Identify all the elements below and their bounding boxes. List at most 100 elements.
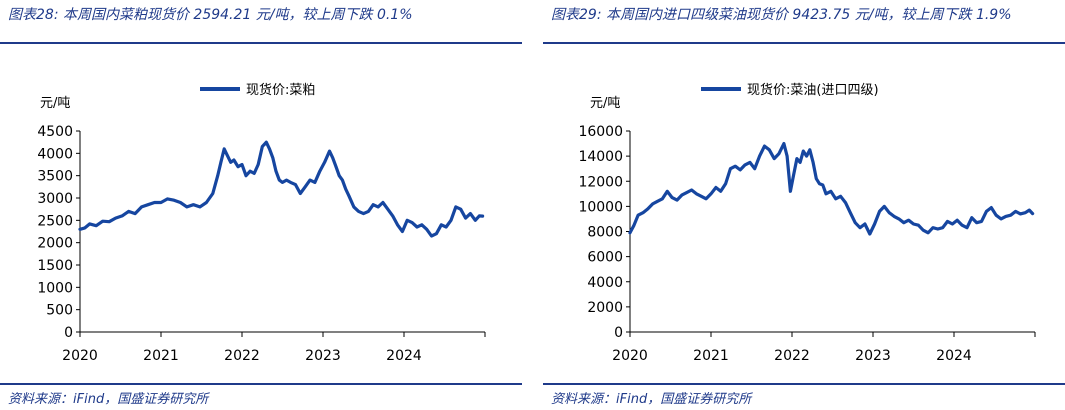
data-point bbox=[975, 221, 978, 224]
x-tick-label: 2022 bbox=[774, 348, 810, 364]
data-point bbox=[792, 173, 795, 177]
data-point bbox=[670, 196, 674, 199]
data-point bbox=[829, 190, 833, 193]
data-point bbox=[78, 228, 82, 231]
x-tick-label: 2023 bbox=[305, 348, 341, 364]
y-tick-label: 12000 bbox=[578, 174, 623, 190]
data-point bbox=[261, 145, 264, 148]
data-point bbox=[936, 227, 939, 231]
data-point bbox=[474, 219, 477, 222]
data-point bbox=[912, 222, 915, 226]
data-point bbox=[344, 187, 347, 191]
title-divider bbox=[543, 42, 1065, 44]
data-point bbox=[334, 165, 338, 168]
data-point bbox=[763, 144, 766, 148]
data-point bbox=[849, 211, 852, 214]
data-point bbox=[798, 161, 802, 164]
data-point bbox=[632, 224, 636, 227]
data-point bbox=[401, 230, 404, 233]
data-point bbox=[425, 228, 428, 231]
data-point bbox=[818, 182, 821, 185]
data-point bbox=[172, 199, 176, 202]
data-point bbox=[999, 217, 1003, 221]
data-point bbox=[253, 172, 256, 175]
data-point bbox=[734, 165, 737, 168]
data-point bbox=[729, 167, 732, 170]
data-point bbox=[396, 223, 399, 226]
data-point bbox=[226, 154, 229, 157]
legend: 现货价:菜油(进口四级) bbox=[701, 82, 879, 98]
data-point bbox=[815, 177, 818, 180]
data-point bbox=[271, 156, 274, 159]
data-point bbox=[628, 231, 632, 234]
data-point bbox=[758, 154, 761, 158]
data-point bbox=[709, 192, 713, 195]
x-tick-label: 2024 bbox=[386, 348, 422, 364]
data-point bbox=[166, 197, 169, 201]
data-point bbox=[430, 234, 433, 238]
data-point bbox=[289, 181, 292, 184]
unit-label: 元/吨 bbox=[40, 96, 70, 111]
data-point bbox=[724, 182, 727, 185]
data-point bbox=[888, 211, 891, 214]
data-point bbox=[1019, 212, 1022, 216]
data-point bbox=[690, 188, 693, 192]
data-point bbox=[248, 170, 252, 173]
data-point bbox=[844, 201, 847, 204]
data-point bbox=[834, 197, 837, 200]
y-tick-label: 8000 bbox=[587, 225, 623, 241]
data-point bbox=[133, 212, 137, 215]
data-point bbox=[1028, 208, 1031, 212]
x-tick-label: 2020 bbox=[62, 348, 98, 364]
data-point bbox=[205, 201, 208, 204]
figure-title: 图表28: 本周国内菜粕现货价 2594.21 元/吨，较上周下跌 0.1% bbox=[8, 7, 413, 23]
data-point bbox=[469, 212, 472, 215]
data-point bbox=[372, 203, 375, 206]
data-point bbox=[338, 174, 341, 177]
data-point bbox=[391, 214, 394, 218]
data-point bbox=[240, 163, 244, 166]
data-point bbox=[656, 200, 659, 203]
data-point bbox=[331, 156, 334, 159]
figure-title: 图表29: 本周国内进口四级菜油现货价 9423.75 元/吨，较上周下跌 1.… bbox=[551, 7, 1012, 23]
data-point bbox=[768, 148, 771, 151]
data-point bbox=[785, 154, 789, 158]
data-point bbox=[357, 210, 360, 213]
data-point bbox=[268, 147, 271, 151]
data-point bbox=[376, 205, 380, 209]
data-point bbox=[1024, 211, 1027, 214]
data-point bbox=[95, 224, 98, 227]
x-tick-label: 2024 bbox=[936, 348, 972, 364]
y-tick-label: 4000 bbox=[587, 275, 623, 291]
data-point bbox=[410, 221, 414, 224]
data-point bbox=[960, 224, 964, 227]
data-point bbox=[802, 149, 805, 153]
y-tick-label: 3000 bbox=[37, 191, 73, 207]
data-point bbox=[892, 215, 896, 218]
data-point bbox=[946, 220, 949, 223]
data-point bbox=[651, 202, 654, 206]
data-point bbox=[931, 226, 935, 229]
data-point bbox=[140, 205, 143, 209]
data-point bbox=[299, 192, 302, 195]
data-point bbox=[347, 194, 351, 197]
data-point bbox=[481, 214, 484, 218]
data-point bbox=[858, 226, 862, 229]
data-point bbox=[824, 192, 828, 195]
data-point bbox=[114, 216, 117, 220]
data-point bbox=[153, 201, 156, 204]
data-point bbox=[1009, 214, 1012, 217]
data-point bbox=[868, 232, 871, 236]
y-tick-label: 2000 bbox=[587, 300, 623, 316]
data-point bbox=[304, 185, 307, 188]
data-point bbox=[308, 178, 312, 182]
data-point bbox=[313, 181, 317, 184]
y-tick-label: 0 bbox=[614, 325, 623, 341]
data-point bbox=[449, 219, 453, 222]
data-point bbox=[661, 197, 664, 200]
y-tick-label: 16000 bbox=[578, 124, 623, 140]
data-point bbox=[244, 174, 248, 177]
data-point bbox=[108, 220, 111, 223]
data-point bbox=[782, 142, 786, 145]
data-point bbox=[464, 216, 467, 220]
